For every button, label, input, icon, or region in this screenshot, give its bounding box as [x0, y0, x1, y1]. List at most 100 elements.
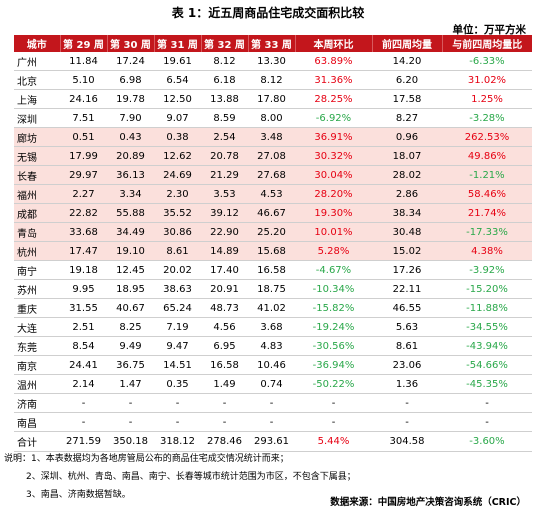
table-row: 南京 24.41 36.75 14.51 16.58 10.46 -36.94% 23.06-…: [14, 355, 532, 375]
transaction-table: 城市第 29 周第 30 周第 31 周第 32 周第 33 周本周环比 前四周均…: [14, 35, 532, 452]
city-cell: 青岛: [14, 222, 60, 242]
value-cell: -15.82%: [295, 298, 372, 318]
value-cell: 28.02: [372, 165, 442, 185]
table-row: 长春 29.97 36.13 24.69 21.29 27.68 30.04% 28.02 -1…: [14, 165, 532, 185]
table-row: 南昌 - - - - - - - -: [14, 412, 532, 432]
table-row: 深圳 7.51 7.90 9.07 8.59 8.00 -6.92% 8.27 -3.28%: [14, 108, 532, 128]
value-cell: 7.19: [154, 317, 201, 337]
city-cell: 福州: [14, 184, 60, 204]
value-cell: 46.67: [248, 203, 295, 223]
value-cell: 8.61: [154, 241, 201, 261]
value-cell: 49.86%: [442, 146, 532, 166]
value-cell: 4.38%: [442, 241, 532, 261]
value-cell: 304.58: [372, 431, 442, 452]
table-row: 济南 - - - - - - - -: [14, 393, 532, 413]
value-cell: 19.18: [60, 260, 107, 280]
value-cell: 17.58: [372, 89, 442, 109]
value-cell: -17.33%: [442, 222, 532, 242]
city-cell: 成都: [14, 203, 60, 223]
value-cell: 18.07: [372, 146, 442, 166]
city-cell: 南宁: [14, 260, 60, 280]
value-cell: 13.88: [201, 89, 248, 109]
value-cell: -43.94%: [442, 336, 532, 356]
value-cell: 6.18: [201, 70, 248, 90]
value-cell: -54.66%: [442, 355, 532, 375]
table-row: 成都 22.82 55.88 35.52 39.12 46.67 19.30% 38.34 21…: [14, 203, 532, 223]
value-cell: 0.96: [372, 127, 442, 147]
value-cell: 8.61: [372, 336, 442, 356]
value-cell: 12.62: [154, 146, 201, 166]
city-cell: 重庆: [14, 298, 60, 318]
value-cell: 16.58: [201, 355, 248, 375]
column-header: 前四周均量: [372, 35, 443, 52]
value-cell: -: [107, 393, 154, 413]
value-cell: 271.59: [60, 431, 107, 452]
value-cell: 22.11: [372, 279, 442, 299]
value-cell: -1.21%: [442, 165, 532, 185]
value-cell: 17.47: [60, 241, 107, 261]
city-cell: 南京: [14, 355, 60, 375]
city-cell: 南昌: [14, 412, 60, 432]
value-cell: 36.75: [107, 355, 154, 375]
value-cell: 24.16: [60, 89, 107, 109]
value-cell: 14.51: [154, 355, 201, 375]
header-row: 城市第 29 周第 30 周第 31 周第 32 周第 33 周本周环比 前四周均…: [14, 35, 532, 52]
value-cell: 38.63: [154, 279, 201, 299]
value-cell: -: [295, 412, 372, 432]
value-cell: 40.67: [107, 298, 154, 318]
table-row: 广州 11.84 17.24 19.61 8.12 13.30 63.89% 14.20 -6.…: [14, 52, 532, 71]
value-cell: 9.07: [154, 108, 201, 128]
table-row: 大连 2.51 8.25 7.19 4.56 3.68 -19.24% 5.63 -34.55%: [14, 317, 532, 337]
value-cell: 20.78: [201, 146, 248, 166]
value-cell: 7.51: [60, 108, 107, 128]
value-cell: -: [442, 412, 532, 432]
city-cell: 济南: [14, 393, 60, 413]
column-header: 第 29 周: [60, 35, 108, 52]
value-cell: 31.36%: [295, 70, 372, 90]
value-cell: 0.43: [107, 127, 154, 147]
value-cell: 29.97: [60, 165, 107, 185]
note-2: 2、深圳、杭州、青岛、南昌、南宁、长春等城市统计范围为市区，不包含下属县；: [26, 472, 356, 482]
value-cell: 21.74%: [442, 203, 532, 223]
value-cell: -: [60, 412, 107, 432]
value-cell: -: [372, 412, 442, 432]
value-cell: -: [295, 393, 372, 413]
value-cell: 19.61: [154, 52, 201, 71]
value-cell: 3.34: [107, 184, 154, 204]
value-cell: 15.02: [372, 241, 442, 261]
city-cell: 温州: [14, 374, 60, 394]
value-cell: 5.44%: [295, 431, 372, 452]
value-cell: 12.50: [154, 89, 201, 109]
value-cell: 4.53: [248, 184, 295, 204]
value-cell: 48.73: [201, 298, 248, 318]
value-cell: 9.95: [60, 279, 107, 299]
value-cell: 8.25: [107, 317, 154, 337]
value-cell: 14.20: [372, 52, 442, 71]
value-cell: 350.18: [107, 431, 154, 452]
value-cell: 23.06: [372, 355, 442, 375]
value-cell: 41.02: [248, 298, 295, 318]
value-cell: 30.32%: [295, 146, 372, 166]
value-cell: 8.54: [60, 336, 107, 356]
city-cell: 杭州: [14, 241, 60, 261]
value-cell: 11.84: [60, 52, 107, 71]
value-cell: 3.48: [248, 127, 295, 147]
value-cell: 31.55: [60, 298, 107, 318]
value-cell: 46.55: [372, 298, 442, 318]
city-cell: 长春: [14, 165, 60, 185]
value-cell: -: [60, 393, 107, 413]
value-cell: -: [154, 412, 201, 432]
column-header: 本周环比: [295, 35, 373, 52]
table-row: 温州 2.14 1.47 0.35 1.49 0.74 -50.22% 1.36 -45.35%: [14, 374, 532, 394]
city-cell: 北京: [14, 70, 60, 90]
value-cell: 65.24: [154, 298, 201, 318]
value-cell: 4.56: [201, 317, 248, 337]
value-cell: 5.28%: [295, 241, 372, 261]
table-row: 苏州 9.95 18.95 38.63 20.91 18.75 -10.34% 22.11 -1…: [14, 279, 532, 299]
value-cell: 8.59: [201, 108, 248, 128]
value-cell: 18.75: [248, 279, 295, 299]
value-cell: 9.49: [107, 336, 154, 356]
value-cell: 13.30: [248, 52, 295, 71]
value-cell: 17.26: [372, 260, 442, 280]
